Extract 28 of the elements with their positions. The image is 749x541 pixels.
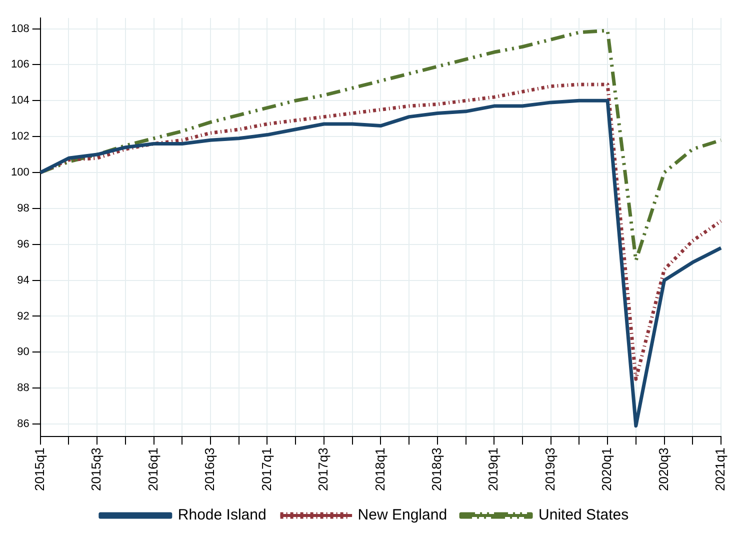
y-tick-label: 96 [17, 238, 30, 250]
y-tick-label: 102 [10, 130, 30, 143]
legend-label: New England [358, 506, 448, 524]
x-tick-label: 2016q1 [145, 448, 160, 492]
x-tick-label: 2015q1 [32, 448, 47, 492]
x-tick-label: 2019q1 [486, 448, 501, 492]
x-tick-label: 2018q1 [372, 448, 388, 492]
x-tick-label: 2021q1 [712, 448, 728, 492]
x-tick-label: 2016q3 [202, 448, 218, 492]
y-tick-label: 90 [17, 346, 30, 358]
x-tick-label: 2015q3 [88, 448, 104, 492]
x-tick-label: 2020q1 [599, 448, 614, 492]
y-tick-label: 92 [17, 310, 30, 322]
y-tick-label: 104 [10, 94, 30, 107]
x-tick-label: 2017q3 [316, 448, 331, 492]
y-tick-label: 94 [17, 274, 30, 286]
y-tick-label: 100 [10, 166, 30, 179]
legend-label: Rhode Island [178, 506, 266, 524]
x-tick-label: 2020q3 [656, 448, 671, 492]
x-tick-label: 2019q3 [542, 448, 558, 492]
x-tick-label: 2017q1 [258, 448, 274, 492]
y-tick-label: 108 [10, 22, 30, 35]
y-tick-label: 106 [10, 58, 30, 71]
y-tick-label: 98 [17, 202, 30, 214]
legend-label: United States [538, 506, 629, 524]
x-tick-label: 2018q3 [428, 448, 444, 492]
y-tick-label: 88 [17, 382, 30, 394]
y-tick-label: 86 [17, 418, 30, 430]
